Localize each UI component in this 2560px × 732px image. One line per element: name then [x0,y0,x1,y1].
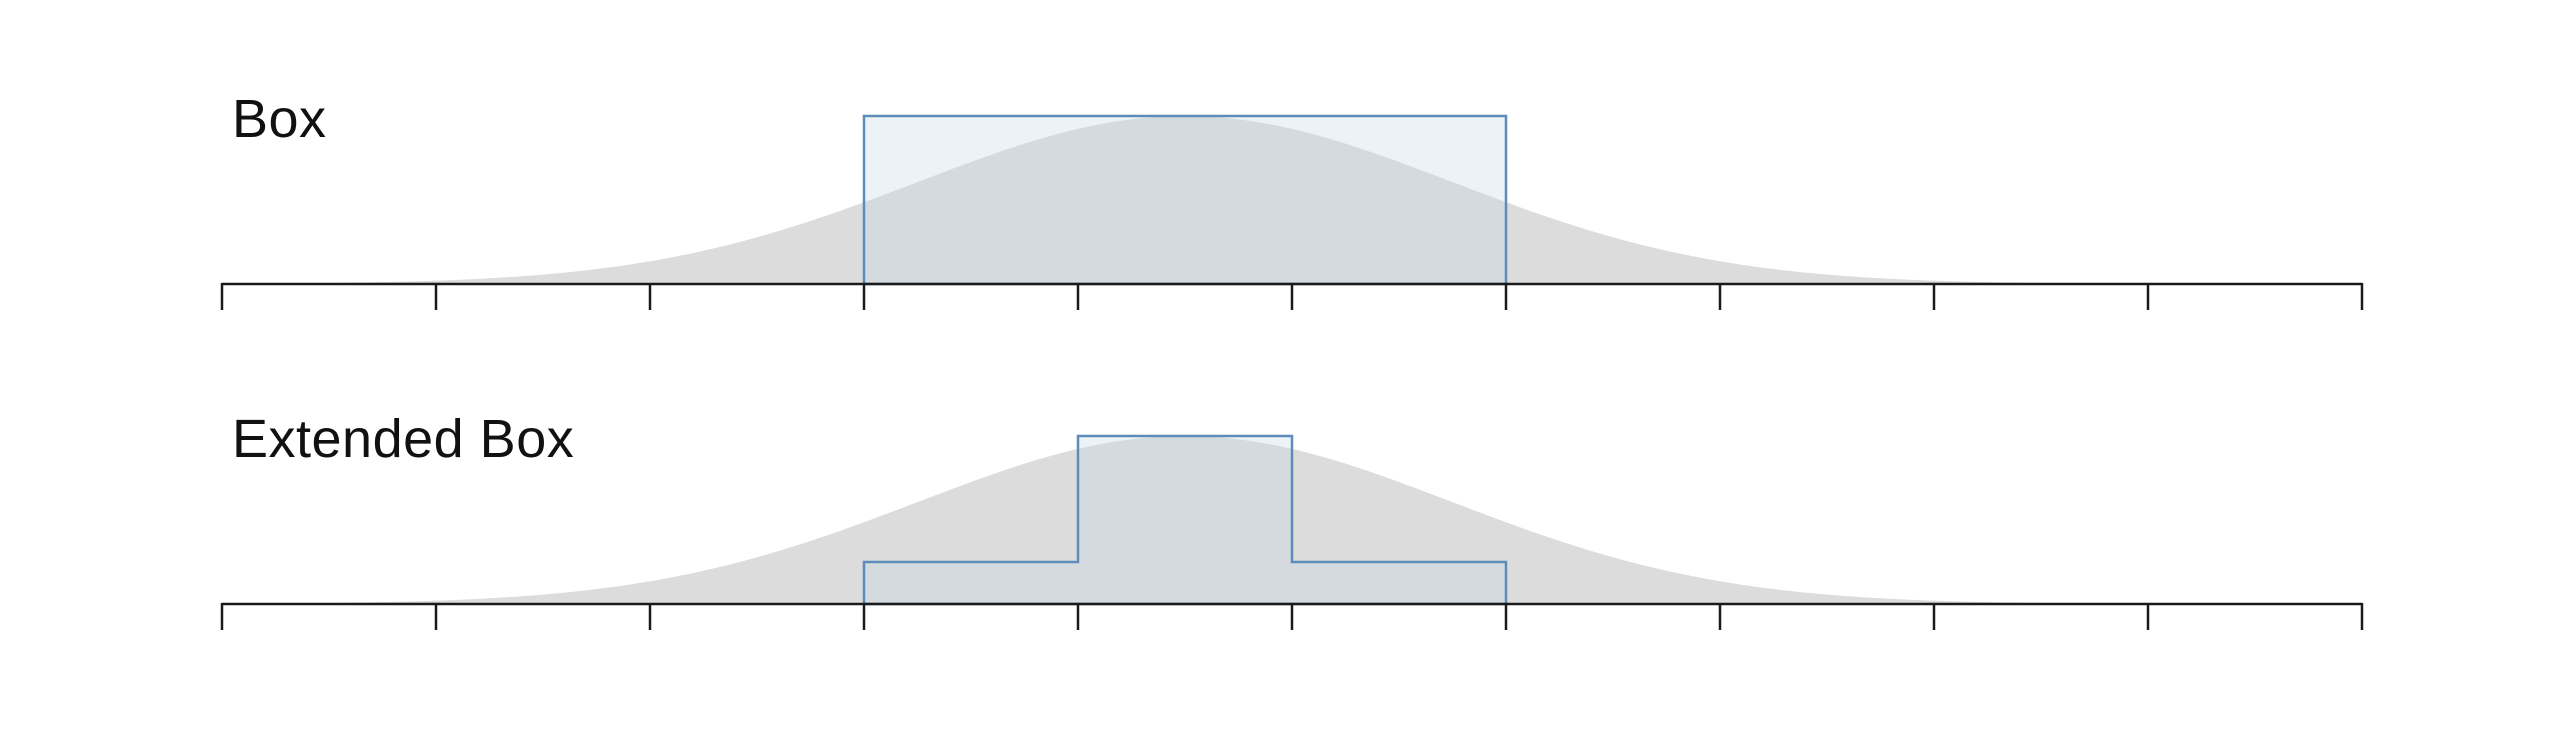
box-panel: Box [0,0,2560,320]
kernel-outline [862,114,1508,286]
panel-title: Box [232,89,327,149]
extended-box-panel: Extended Box [0,320,2560,640]
kernel-outline [862,434,1508,606]
extended-box-plot [220,434,2364,630]
gaussian-curve [222,116,2362,284]
panel-title: Extended Box [232,409,575,469]
box-plot [220,114,2364,310]
